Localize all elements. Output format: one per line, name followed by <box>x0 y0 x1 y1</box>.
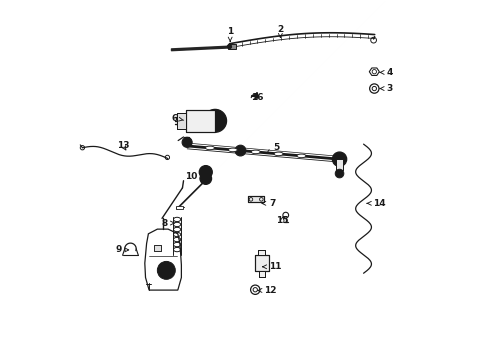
Bar <box>247 197 264 202</box>
Bar <box>254 255 268 271</box>
Bar <box>186 110 215 132</box>
Text: 6: 6 <box>172 114 183 123</box>
Bar <box>258 271 264 277</box>
Circle shape <box>227 44 231 49</box>
Bar <box>153 245 161 251</box>
Text: 14: 14 <box>366 199 385 208</box>
Ellipse shape <box>205 146 214 150</box>
Text: 5: 5 <box>266 143 279 153</box>
Circle shape <box>199 166 212 179</box>
Text: 12: 12 <box>258 286 276 295</box>
Circle shape <box>200 173 211 184</box>
Bar <box>228 44 236 49</box>
Circle shape <box>157 261 175 279</box>
Text: 11: 11 <box>262 262 281 271</box>
Text: 16: 16 <box>250 93 263 102</box>
Circle shape <box>332 152 346 166</box>
Text: 10: 10 <box>184 172 203 181</box>
Text: 1: 1 <box>226 27 233 41</box>
Bar <box>258 250 265 255</box>
Text: 7: 7 <box>262 199 275 208</box>
Text: 3: 3 <box>379 84 391 93</box>
Bar <box>254 255 268 271</box>
Text: 2: 2 <box>277 25 283 37</box>
Bar <box>177 113 186 129</box>
Bar <box>177 113 186 129</box>
Text: 4: 4 <box>379 68 392 77</box>
Ellipse shape <box>296 154 305 158</box>
Ellipse shape <box>228 148 237 152</box>
Circle shape <box>182 137 192 147</box>
Bar <box>335 159 343 170</box>
Text: 9: 9 <box>115 246 128 255</box>
Bar <box>153 245 161 251</box>
Bar <box>335 159 343 170</box>
Bar <box>175 206 183 209</box>
Circle shape <box>335 169 343 178</box>
Text: 15: 15 <box>276 216 288 225</box>
Ellipse shape <box>274 152 283 156</box>
Bar <box>186 110 215 132</box>
Circle shape <box>203 109 226 132</box>
Bar <box>258 271 264 277</box>
Bar <box>258 250 265 255</box>
Circle shape <box>235 145 245 156</box>
Text: 13: 13 <box>117 141 129 150</box>
Ellipse shape <box>251 150 260 154</box>
Bar <box>247 197 264 202</box>
Text: 8: 8 <box>161 219 174 228</box>
